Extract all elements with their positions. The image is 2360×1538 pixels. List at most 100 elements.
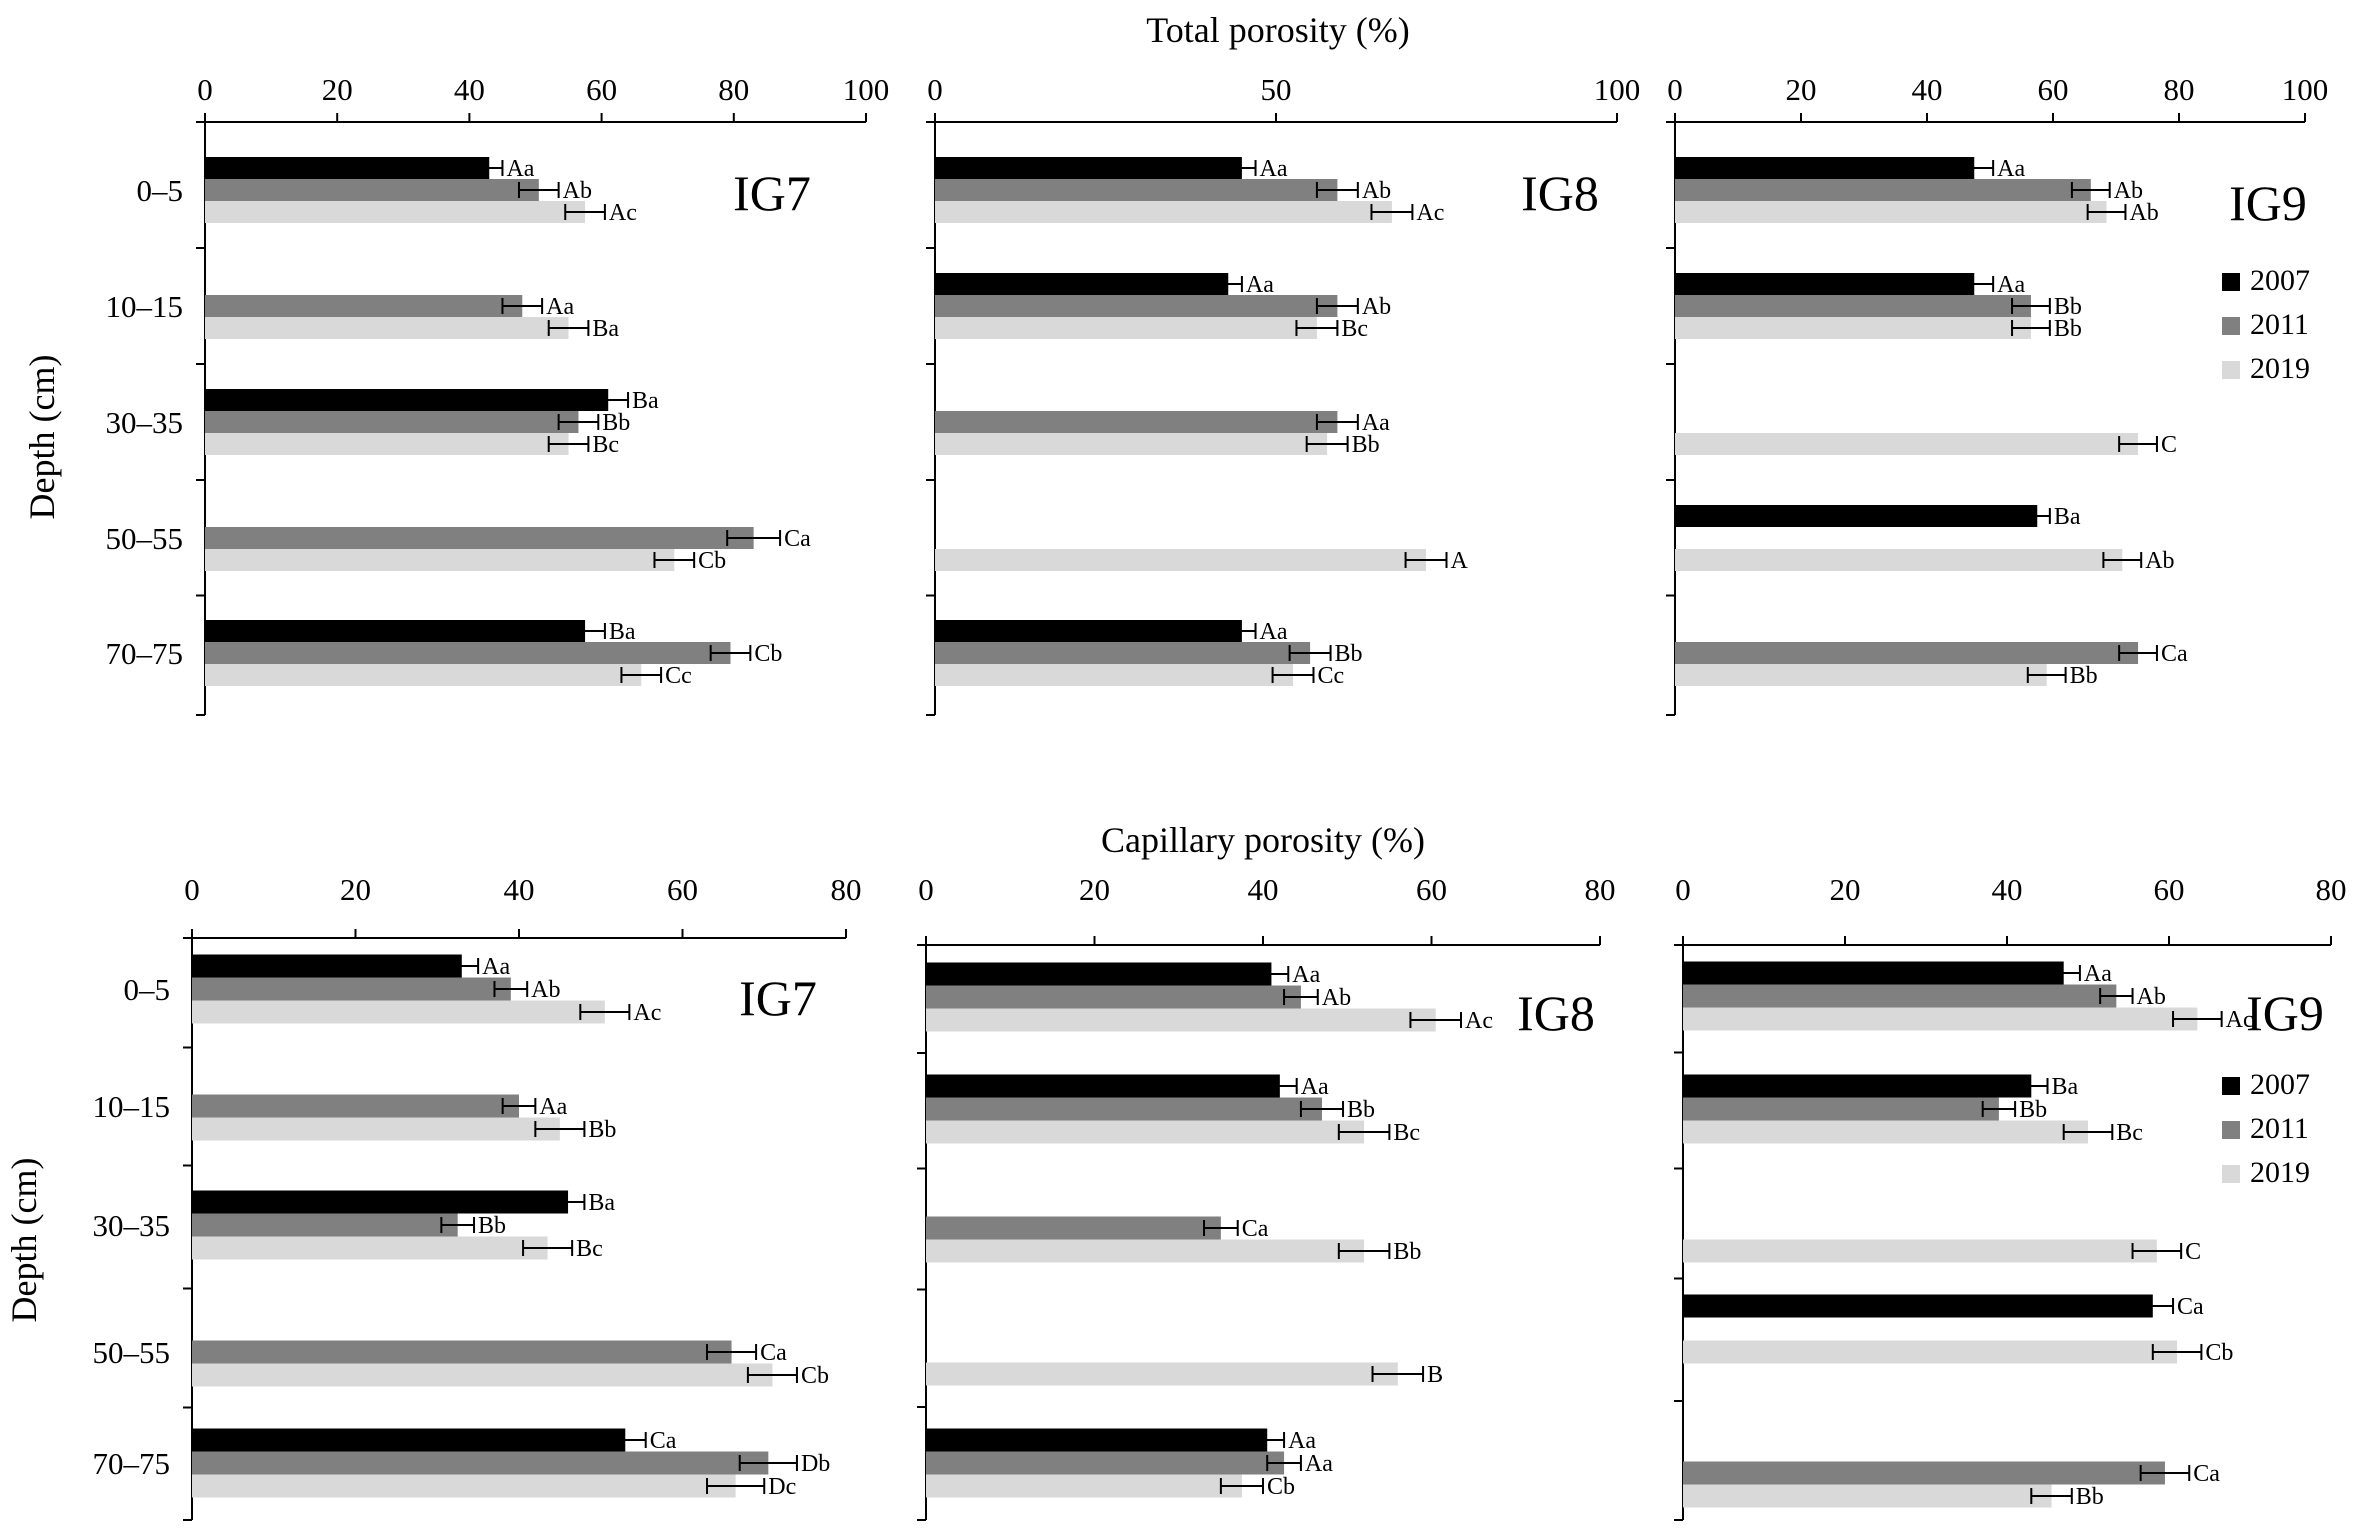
- significance-label: Bb: [2054, 316, 2082, 342]
- category-label: 0–5: [124, 972, 171, 1007]
- significance-label: Bc: [1341, 316, 1368, 342]
- significance-label: Bc: [1393, 1120, 1420, 1146]
- x-tick-label: 60: [2154, 872, 2185, 907]
- x-tick-label: 20: [1079, 872, 1110, 907]
- bar-2011: [205, 527, 754, 549]
- bar-2019: [1683, 1120, 2088, 1144]
- significance-label: Bc: [576, 1236, 603, 1262]
- legend-swatch-2019: [2222, 1165, 2240, 1183]
- y-axis-label-bottom: Depth (cm): [4, 1158, 44, 1323]
- bar-2019: [205, 433, 569, 455]
- bar-2019: [1675, 201, 2107, 223]
- bar-2007: [926, 1428, 1268, 1452]
- significance-label: Cb: [754, 641, 782, 667]
- x-tick-label: 40: [504, 872, 535, 907]
- panel-label: IG8: [1521, 165, 1599, 221]
- legend-swatch-2007: [2222, 273, 2240, 291]
- significance-label: Bb: [2076, 1484, 2104, 1510]
- significance-label: Aa: [1305, 1451, 1333, 1477]
- x-tick-label: 0: [184, 872, 200, 907]
- significance-label: Ab: [1322, 985, 1351, 1011]
- x-tick-label: 40: [1912, 72, 1943, 107]
- significance-label: A: [1451, 548, 1469, 574]
- bar-2011: [205, 642, 731, 664]
- bar-2011: [926, 985, 1301, 1009]
- x-tick-label: 80: [1585, 872, 1616, 907]
- significance-label: Bb: [602, 410, 630, 436]
- x-tick-label: 40: [1992, 872, 2023, 907]
- panel-ig7-capillary: 0 20 40 60 80 0–5 10–15 30–35 50–55 70–75 Aa Ab Ac Aa…: [93, 872, 862, 1521]
- bar-2019: [926, 1239, 1365, 1263]
- bar-2019: [205, 317, 569, 339]
- bar-2011: [926, 1097, 1322, 1121]
- bar-2019: [205, 549, 675, 571]
- significance-label: Bb: [2070, 663, 2098, 689]
- significance-label: Ac: [633, 1000, 661, 1026]
- significance-label: Ca: [2177, 1294, 2204, 1320]
- significance-label: Bb: [2019, 1097, 2047, 1123]
- bar-2011: [935, 295, 1338, 317]
- legend-bottom: 2007 2011 2019: [2222, 1068, 2310, 1189]
- significance-label: Ac: [1465, 1008, 1493, 1034]
- significance-label: Ab: [2114, 178, 2143, 204]
- x-tick-label: 20: [340, 872, 371, 907]
- top-title: Total porosity (%): [1146, 10, 1409, 50]
- significance-label: Ac: [1416, 200, 1444, 226]
- bar-2019: [205, 664, 642, 686]
- x-tick-label: 20: [1830, 872, 1861, 907]
- significance-label: Ba: [588, 1190, 615, 1216]
- significance-label: Bb: [1352, 432, 1380, 458]
- significance-label: Ab: [2129, 200, 2158, 226]
- significance-label: Aa: [1997, 272, 2025, 298]
- category-label: 10–15: [93, 1089, 171, 1124]
- significance-label: Ab: [2137, 984, 2166, 1010]
- significance-label: Cb: [801, 1363, 829, 1389]
- significance-label: B: [1427, 1362, 1443, 1388]
- legend-label: 2011: [2250, 308, 2309, 341]
- significance-label: Ca: [2161, 641, 2188, 667]
- significance-label: Aa: [1997, 156, 2025, 182]
- significance-label: Bb: [1347, 1097, 1375, 1123]
- significance-label: Db: [801, 1451, 830, 1477]
- category-label: 0–5: [137, 173, 184, 208]
- significance-label: Bb: [1335, 641, 1363, 667]
- significance-label: Aa: [482, 954, 510, 980]
- x-tick-label: 100: [1594, 72, 1641, 107]
- bar-2011: [1675, 642, 2139, 664]
- x-tick-label: 50: [1261, 72, 1292, 107]
- significance-label: Aa: [1246, 272, 1274, 298]
- significance-label: Ca: [760, 1340, 787, 1366]
- significance-label: Aa: [1362, 410, 1390, 436]
- bar-2007: [1675, 157, 1975, 179]
- bar-2019: [926, 1362, 1398, 1386]
- legend-top: 2007 2011 2019: [2222, 264, 2310, 385]
- legend-label: 2007: [2250, 1068, 2310, 1101]
- bar-2019: [192, 1000, 605, 1024]
- legend-swatch-2019: [2222, 361, 2240, 379]
- significance-label: Bc: [2116, 1120, 2143, 1146]
- bar-2019: [192, 1474, 736, 1498]
- significance-label: Cb: [1267, 1474, 1295, 1500]
- bar-2007: [205, 620, 586, 642]
- bar-2011: [935, 411, 1338, 433]
- bar-2007: [926, 962, 1272, 986]
- bar-2011: [926, 1451, 1285, 1475]
- significance-label: Aa: [1288, 1428, 1316, 1454]
- bar-2011: [192, 1451, 769, 1475]
- bar-2019: [1683, 1007, 2198, 1031]
- bar-2007: [1683, 961, 2064, 985]
- bar-2019: [192, 1117, 560, 1141]
- significance-label: Cb: [698, 548, 726, 574]
- bar-2019: [1675, 549, 2123, 571]
- x-tick-label: 0: [927, 72, 943, 107]
- significance-label: Ab: [531, 977, 560, 1003]
- category-label: 70–75: [106, 636, 184, 671]
- x-tick-label: 20: [322, 72, 353, 107]
- bar-2007: [935, 620, 1242, 642]
- bar-2019: [192, 1236, 548, 1260]
- bar-2019: [935, 201, 1392, 223]
- bar-2007: [926, 1074, 1280, 1098]
- bar-2011: [1675, 179, 2091, 201]
- significance-label: Bb: [1393, 1239, 1421, 1265]
- bar-2019: [935, 317, 1317, 339]
